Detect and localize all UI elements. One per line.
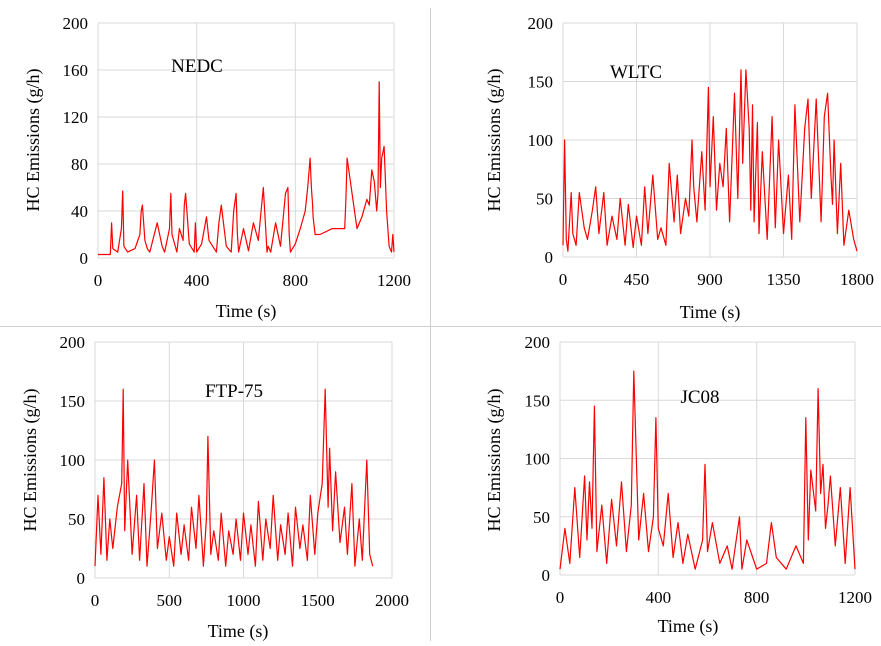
vertical-divider [430, 8, 431, 641]
x-tick-label: 400 [646, 588, 672, 607]
x-tick-label: 400 [184, 271, 210, 290]
y-axis-label: HC Emissions (g/h) [23, 68, 44, 211]
series-line-wltc [562, 69, 858, 252]
chart-jc08: 0 50 100 150 200 0 400 800 1200 JC08 Time (s) HC Em… [484, 333, 872, 637]
y-axis-label: HC Emissions (g/h) [20, 388, 41, 531]
y-tick-label: 160 [63, 61, 89, 80]
x-tick-label: 1000 [227, 591, 261, 610]
y-tick-label: 0 [80, 249, 89, 268]
y-tick-label: 150 [528, 73, 554, 92]
x-axis-label: Time (s) [208, 621, 269, 641]
y-tick-label: 80 [71, 155, 88, 174]
y-axis-label: HC Emissions (g/h) [484, 388, 505, 531]
x-tick-label: 2000 [375, 591, 409, 610]
horizontal-divider [0, 326, 881, 327]
x-axis-label: Time (s) [658, 616, 719, 637]
y-tick-label: 150 [525, 391, 551, 410]
chart-nedc: 0 40 80 120 160 200 0 400 800 1200 NEDC Time (s) HC … [23, 14, 411, 322]
x-tick-label: 900 [697, 270, 723, 289]
y-tick-label: 0 [542, 566, 551, 585]
y-tick-label: 50 [533, 508, 550, 527]
x-tick-label: 1500 [301, 591, 335, 610]
y-axis-label: HC Emissions (g/h) [484, 68, 505, 211]
y-tick-label: 40 [71, 202, 88, 221]
x-tick-label: 1800 [840, 270, 874, 289]
chart-wltc: 0 50 100 150 200 0 450 900 1350 1800 WLTC Time (s) H… [484, 14, 874, 323]
x-tick-label: 500 [157, 591, 183, 610]
x-tick-label: 1350 [767, 270, 801, 289]
x-tick-label: 1200 [377, 271, 411, 290]
chart-title: WLTC [610, 62, 662, 83]
y-tick-label: 50 [536, 190, 553, 209]
x-tick-label: 1200 [838, 588, 872, 607]
y-tick-label: 200 [528, 14, 554, 33]
y-tick-label: 100 [525, 450, 551, 469]
chart-title: FTP-75 [205, 381, 263, 402]
series-line-nedc [98, 81, 395, 256]
y-tick-label: 100 [528, 131, 554, 150]
y-tick-label: 0 [545, 248, 554, 267]
x-axis-label: Time (s) [216, 301, 277, 322]
x-tick-label: 0 [91, 591, 100, 610]
x-tick-label: 0 [559, 270, 568, 289]
y-tick-label: 50 [68, 510, 85, 529]
x-tick-label: 450 [624, 270, 650, 289]
y-tick-label: 100 [60, 451, 86, 470]
y-tick-label: 200 [60, 333, 86, 352]
series-line-jc08 [559, 370, 856, 570]
x-tick-label: 0 [94, 271, 103, 290]
x-tick-label: 800 [283, 271, 309, 290]
y-tick-label: 200 [63, 14, 89, 33]
y-tick-label: 200 [525, 333, 551, 352]
y-tick-label: 120 [63, 108, 89, 127]
chart-title: NEDC [171, 56, 223, 77]
series-line-ftp-75 [94, 388, 374, 567]
y-tick-label: 0 [77, 569, 86, 588]
x-tick-label: 0 [556, 588, 565, 607]
y-tick-label: 150 [60, 392, 86, 411]
x-axis-label: Time (s) [680, 302, 741, 323]
x-tick-label: 800 [744, 588, 770, 607]
chart-title: JC08 [680, 387, 719, 408]
